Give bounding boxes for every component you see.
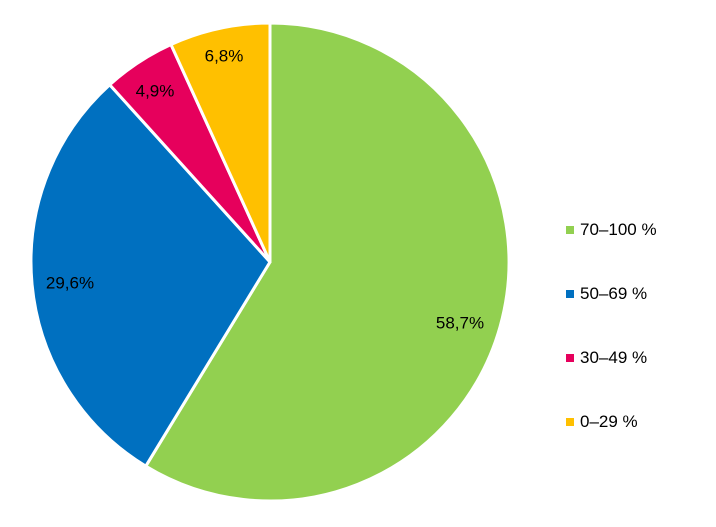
- legend: 70–100 % 50–69 % 30–49 % 0–29 %: [566, 198, 657, 454]
- data-label-2: 29,6%: [46, 273, 94, 292]
- legend-item-3: 30–49 %: [566, 326, 657, 390]
- legend-item-4: 0–29 %: [566, 390, 657, 454]
- legend-swatch-3: [566, 354, 574, 362]
- pie-slice-2: [29, 83, 272, 468]
- legend-item-1: 70–100 %: [566, 198, 657, 262]
- legend-label-4: 0–29 %: [580, 412, 638, 431]
- pie-slice-4: [169, 21, 272, 264]
- legend-label-1: 70–100 %: [580, 220, 657, 239]
- legend-swatch-4: [566, 418, 574, 426]
- legend-swatch-2: [566, 290, 574, 298]
- pie-slices: [29, 21, 511, 503]
- legend-label-2: 50–69 %: [580, 284, 648, 303]
- legend-swatch-1: [566, 226, 574, 234]
- pie-slice-1: [144, 21, 511, 503]
- data-label-1: 58,7%: [436, 313, 484, 332]
- data-labels: 58,7% 29,6% 4,9% 6,8%: [46, 46, 484, 332]
- data-label-3: 4,9%: [136, 81, 175, 100]
- legend-item-2: 50–69 %: [566, 262, 657, 326]
- data-label-4: 6,8%: [205, 46, 244, 65]
- legend-label-3: 30–49 %: [580, 348, 648, 367]
